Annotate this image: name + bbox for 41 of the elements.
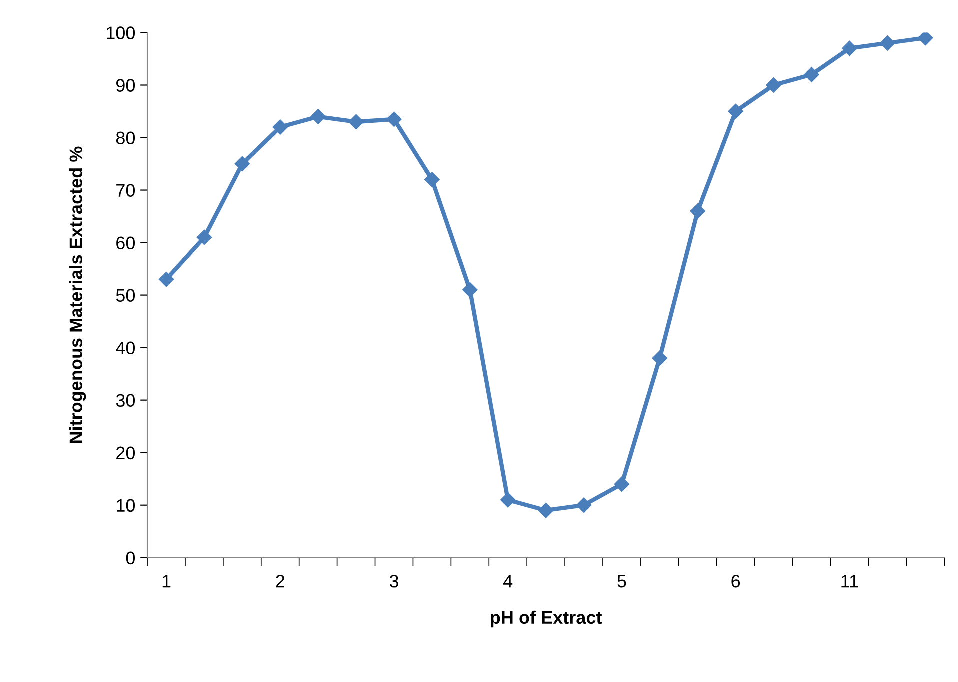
x-tick-label: 11 (842, 575, 858, 588)
y-tick-label: 100 (106, 26, 136, 40)
point (880, 36, 896, 51)
point (538, 503, 554, 518)
x-tick-label: 5 (618, 575, 626, 588)
y-tick-label: 60 (116, 236, 136, 250)
y-tick-label: 50 (116, 289, 136, 302)
x-tick-label: 2 (276, 575, 284, 588)
point (424, 172, 440, 188)
point (918, 32, 934, 46)
y-tick-label: 0 (126, 552, 136, 565)
point (766, 78, 782, 93)
y-tick-label: 80 (116, 132, 136, 144)
point (842, 40, 858, 56)
point (310, 109, 326, 124)
point (462, 282, 478, 298)
point (196, 230, 212, 246)
x-axis-title: pH of Extract (491, 610, 602, 628)
y-tick-label: 90 (116, 79, 136, 92)
point (728, 104, 744, 120)
y-axis-title: Nitrogenous Materials Extracted % (69, 146, 86, 444)
point (690, 204, 706, 219)
y-tick-label: 40 (116, 342, 136, 355)
point (234, 156, 250, 172)
point (576, 498, 592, 513)
point (348, 114, 364, 130)
y-tick-label: 20 (116, 446, 136, 460)
point (272, 120, 288, 135)
point (386, 112, 402, 127)
x-tick-label: 6 (732, 575, 740, 588)
y-tick-label: 70 (116, 184, 136, 197)
y-tick-label: 10 (117, 499, 136, 512)
y-tick-label: 30 (116, 394, 136, 408)
point (804, 67, 820, 82)
x-tick-label: 4 (504, 575, 513, 588)
point (652, 350, 668, 366)
x-tick-label: 1 (162, 575, 171, 588)
point (158, 272, 174, 288)
point (614, 476, 630, 492)
point (500, 492, 516, 508)
x-tick-label: 3 (390, 575, 398, 588)
